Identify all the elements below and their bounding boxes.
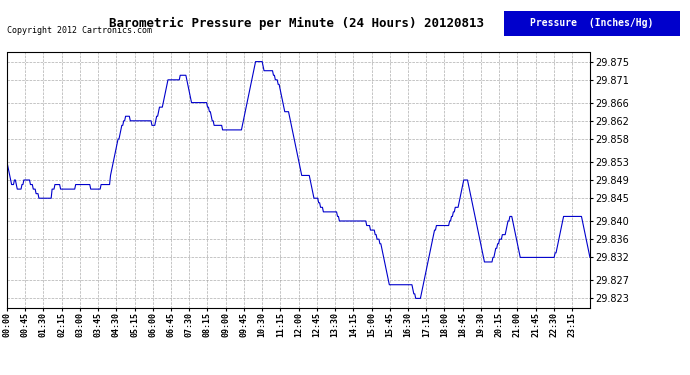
Text: Copyright 2012 Cartronics.com: Copyright 2012 Cartronics.com	[7, 26, 152, 35]
Text: Pressure  (Inches/Hg): Pressure (Inches/Hg)	[530, 18, 653, 28]
Text: Barometric Pressure per Minute (24 Hours) 20120813: Barometric Pressure per Minute (24 Hours…	[109, 17, 484, 30]
